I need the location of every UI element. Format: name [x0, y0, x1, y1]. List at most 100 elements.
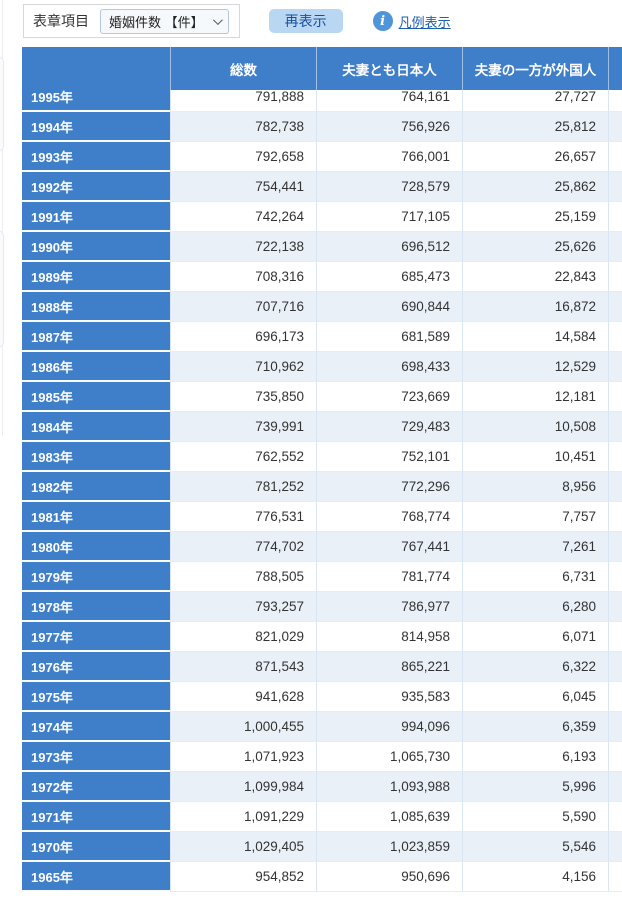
table-row: 1965年 954,852 950,696 4,156: [22, 862, 622, 892]
row-total-cell: 708,316: [170, 262, 316, 292]
table-row: 1970年 1,029,405 1,023,859 5,546: [22, 832, 622, 862]
row-cutoff-cell: [608, 772, 622, 802]
info-icon[interactable]: i: [372, 11, 393, 31]
row-total-cell: 696,173: [170, 322, 316, 352]
row-year-cell: 1981年: [22, 502, 170, 532]
row-both-japanese-cell: 723,669: [316, 382, 462, 412]
row-both-japanese-cell: 814,958: [316, 622, 462, 652]
row-cutoff-cell: [608, 202, 622, 232]
row-total-cell: 754,441: [170, 172, 316, 202]
left-panel-edge-box: [0, 230, 4, 348]
row-total-cell: 781,252: [170, 472, 316, 502]
row-year-cell: 1990年: [22, 232, 170, 262]
row-year-cell: 1977年: [22, 622, 170, 652]
row-one-foreigner-cell: 22,843: [462, 262, 608, 292]
table-row: 1991年 742,264 717,105 25,159: [22, 202, 622, 232]
table-header-row: 総数 夫妻とも日本人 夫妻の一方が外国人: [22, 47, 622, 90]
row-one-foreigner-cell: 12,181: [462, 382, 608, 412]
row-cutoff-cell: [608, 172, 622, 202]
col-header-one-foreigner: 夫妻の一方が外国人: [462, 47, 608, 90]
row-year-cell: 1992年: [22, 172, 170, 202]
row-year-cell: 1972年: [22, 772, 170, 802]
row-one-foreigner-cell: 16,872: [462, 292, 608, 322]
row-both-japanese-cell: 767,441: [316, 532, 462, 562]
row-cutoff-cell: [608, 442, 622, 472]
table-row: 1992年 754,441 728,579 25,862: [22, 172, 622, 202]
row-total-cell: 788,505: [170, 562, 316, 592]
row-one-foreigner-cell: 7,757: [462, 502, 608, 532]
row-one-foreigner-cell: 10,508: [462, 412, 608, 442]
row-cutoff-cell: [608, 292, 622, 322]
row-total-cell: 782,738: [170, 112, 316, 142]
row-total-cell: 707,716: [170, 292, 316, 322]
row-total-cell: 792,658: [170, 142, 316, 172]
row-year-cell: 1989年: [22, 262, 170, 292]
row-one-foreigner-cell: 5,996: [462, 772, 608, 802]
row-year-cell: 1983年: [22, 442, 170, 472]
row-total-cell: 821,029: [170, 622, 316, 652]
table-body: 1995年 791,888 764,161 27,727 1994年 782,7…: [22, 82, 622, 892]
row-cutoff-cell: [608, 742, 622, 772]
row-one-foreigner-cell: 6,731: [462, 562, 608, 592]
row-both-japanese-cell: 690,844: [316, 292, 462, 322]
legend-link[interactable]: 凡例表示: [398, 14, 451, 30]
row-total-cell: 710,962: [170, 352, 316, 382]
row-one-foreigner-cell: 14,584: [462, 322, 608, 352]
table-row: 1994年 782,738 756,926 25,812: [22, 112, 622, 142]
row-both-japanese-cell: 1,065,730: [316, 742, 462, 772]
row-cutoff-cell: [608, 562, 622, 592]
row-both-japanese-cell: 1,093,988: [316, 772, 462, 802]
row-both-japanese-cell: 685,473: [316, 262, 462, 292]
row-both-japanese-cell: 717,105: [316, 202, 462, 232]
table-row: 1990年 722,138 696,512 25,626: [22, 232, 622, 262]
row-both-japanese-cell: 698,433: [316, 352, 462, 382]
table-row: 1975年 941,628 935,583 6,045: [22, 682, 622, 712]
row-one-foreigner-cell: 6,045: [462, 682, 608, 712]
row-total-cell: 774,702: [170, 532, 316, 562]
row-one-foreigner-cell: 5,546: [462, 832, 608, 862]
col-header-both-japanese: 夫妻とも日本人: [316, 47, 462, 90]
row-both-japanese-cell: 950,696: [316, 862, 462, 892]
table-row: 1993年 792,658 766,001 26,657: [22, 142, 622, 172]
table-row: 1974年 1,000,455 994,096 6,359: [22, 712, 622, 742]
table-row: 1971年 1,091,229 1,085,639 5,590: [22, 802, 622, 832]
row-total-cell: 1,071,923: [170, 742, 316, 772]
col-header-total: 総数: [170, 47, 316, 90]
display-item-select[interactable]: 婚姻件数 【件】: [100, 8, 229, 34]
row-cutoff-cell: [608, 712, 622, 742]
table-row: 1973年 1,071,923 1,065,730 6,193: [22, 742, 622, 772]
table-row: 1976年 871,543 865,221 6,322: [22, 652, 622, 682]
row-cutoff-cell: [608, 532, 622, 562]
row-cutoff-cell: [608, 652, 622, 682]
row-both-japanese-cell: 1,085,639: [316, 802, 462, 832]
table-row: 1979年 788,505 781,774 6,731: [22, 562, 622, 592]
row-one-foreigner-cell: 6,322: [462, 652, 608, 682]
row-both-japanese-cell: 766,001: [316, 142, 462, 172]
row-year-cell: 1993年: [22, 142, 170, 172]
row-year-cell: 1987年: [22, 322, 170, 352]
redisplay-button[interactable]: 再表示: [268, 9, 343, 33]
row-cutoff-cell: [608, 472, 622, 502]
row-one-foreigner-cell: 25,626: [462, 232, 608, 262]
row-cutoff-cell: [608, 622, 622, 652]
table-row: 1982年 781,252 772,296 8,956: [22, 472, 622, 502]
row-cutoff-cell: [608, 232, 622, 262]
table-row: 1972年 1,099,984 1,093,988 5,996: [22, 772, 622, 802]
row-one-foreigner-cell: 4,156: [462, 862, 608, 892]
row-total-cell: 1,029,405: [170, 832, 316, 862]
row-year-cell: 1965年: [22, 862, 170, 892]
table-row: 1984年 739,991 729,483 10,508: [22, 412, 622, 442]
row-total-cell: 739,991: [170, 412, 316, 442]
row-cutoff-cell: [608, 262, 622, 292]
table-row: 1977年 821,029 814,958 6,071: [22, 622, 622, 652]
row-cutoff-cell: [608, 592, 622, 622]
row-total-cell: 1,000,455: [170, 712, 316, 742]
row-both-japanese-cell: 781,774: [316, 562, 462, 592]
row-total-cell: 742,264: [170, 202, 316, 232]
table-row: 1980年 774,702 767,441 7,261: [22, 532, 622, 562]
row-cutoff-cell: [608, 802, 622, 832]
row-year-cell: 1971年: [22, 802, 170, 832]
row-one-foreigner-cell: 25,862: [462, 172, 608, 202]
table-row: 1983年 762,552 752,101 10,451: [22, 442, 622, 472]
